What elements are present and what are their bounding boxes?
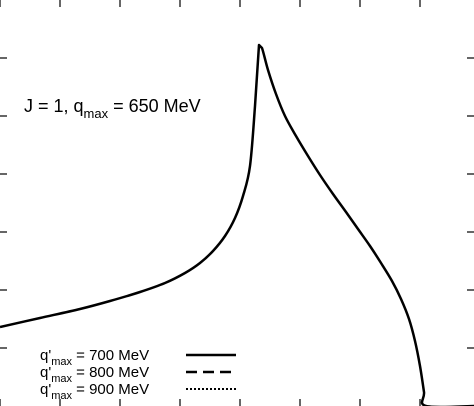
legend-entry-1: q'max = 700 MeV — [40, 347, 236, 368]
series-layer — [0, 43, 474, 406]
legend-entry-3: q'max = 900 MeV — [40, 381, 236, 402]
legend-label-2: q'max = 800 MeV — [40, 364, 149, 385]
series-line-solid — [0, 43, 474, 406]
legend-entry-2: q'max = 800 MeV — [40, 364, 236, 385]
legend-label-1: q'max = 700 MeV — [40, 347, 149, 368]
legend-label-3: q'max = 900 MeV — [40, 381, 149, 402]
annotation-label: J = 1, qmax = 650 MeV — [24, 96, 201, 121]
legend: q'max = 700 MeV q'max = 800 MeV q'max = … — [40, 347, 236, 402]
